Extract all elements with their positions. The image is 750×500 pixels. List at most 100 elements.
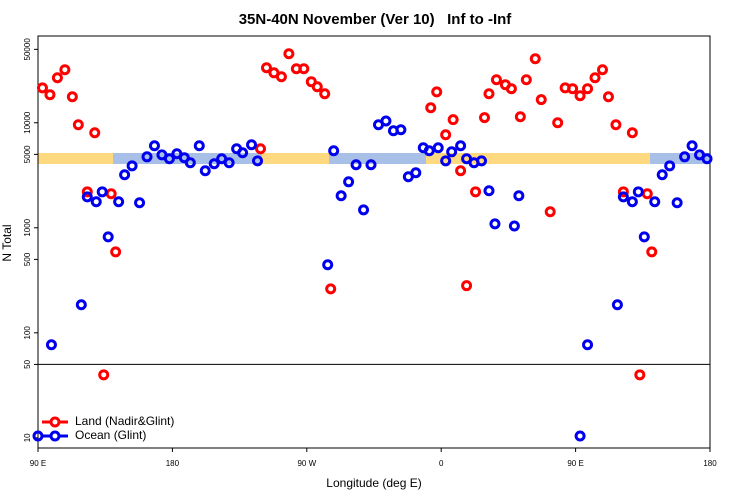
data-point: [350, 159, 362, 171]
data-point: [455, 140, 467, 152]
data-point: [328, 145, 340, 157]
data-point: [311, 81, 323, 93]
data-point: [479, 112, 491, 124]
data-point: [490, 74, 502, 86]
data-point: [81, 186, 93, 198]
data-point: [298, 63, 310, 75]
y-tick-label: 10: [23, 433, 32, 442]
data-point: [649, 196, 661, 208]
x-tick-label: 90 E: [30, 459, 46, 468]
data-point: [701, 153, 713, 165]
data-point: [90, 196, 102, 208]
data-point: [425, 102, 437, 114]
data-point: [319, 88, 331, 100]
data-point: [483, 185, 495, 197]
land-strip: [262, 153, 329, 164]
data-point: [113, 196, 125, 208]
x-tick-label: 0: [439, 459, 444, 468]
data-point: [223, 157, 235, 169]
data-point: [36, 82, 48, 94]
data-point: [66, 91, 78, 103]
data-point: [343, 176, 355, 188]
data-point: [638, 231, 650, 243]
legend-marker: [49, 416, 61, 428]
data-point: [520, 74, 532, 86]
data-point: [617, 191, 629, 203]
y-axis-label: N Total: [0, 224, 14, 261]
x-axis-label: Longitude (deg E): [326, 476, 421, 490]
data-point: [395, 124, 407, 136]
y-tick-label: 500: [23, 252, 32, 266]
y-tick-label: 100: [23, 326, 32, 340]
y-tick-label: 5000: [23, 145, 32, 163]
data-point: [59, 64, 71, 76]
data-point: [529, 53, 541, 65]
data-point: [602, 91, 614, 103]
data-point: [193, 140, 205, 152]
x-tick-label: 90 W: [297, 459, 316, 468]
data-point: [96, 186, 108, 198]
data-point: [582, 339, 594, 351]
data-point: [89, 127, 101, 139]
legend-label: Ocean (Glint): [75, 428, 146, 442]
data-point: [664, 160, 676, 172]
plot-frame: [37, 35, 711, 449]
data-point: [508, 220, 520, 232]
data-point: [119, 169, 131, 181]
data-point: [134, 197, 146, 209]
data-point: [44, 89, 56, 101]
data-point: [255, 143, 267, 155]
data-point: [75, 299, 87, 311]
data-point: [470, 186, 482, 198]
data-point: [246, 139, 258, 151]
data-point: [567, 83, 579, 95]
data-point: [514, 111, 526, 123]
data-point: [440, 129, 452, 141]
data-point: [646, 246, 658, 258]
data-point: [589, 72, 601, 84]
data-point: [208, 158, 220, 170]
land-strip: [38, 153, 113, 164]
data-point: [455, 165, 467, 177]
chart-title: 35N-40N November (Ver 10) Inf to -Inf: [239, 11, 513, 28]
data-point: [432, 142, 444, 154]
data-point: [686, 140, 698, 152]
data-point: [237, 147, 249, 159]
data-point: [358, 204, 370, 216]
data-point: [199, 165, 211, 177]
data-point: [440, 155, 452, 167]
data-point: [380, 115, 392, 127]
data-point: [574, 90, 586, 102]
data-point: [102, 231, 114, 243]
data-point: [574, 430, 586, 442]
ocean-strip: [329, 153, 426, 164]
data-point: [626, 127, 638, 139]
data-point: [552, 117, 564, 129]
data-point: [184, 157, 196, 169]
legend-marker: [49, 430, 61, 442]
x-tick-label: 180: [166, 459, 180, 468]
x-tick-label: 90 E: [567, 459, 583, 468]
data-point: [544, 206, 556, 218]
data-point: [141, 151, 153, 163]
data-point: [632, 186, 644, 198]
data-point: [611, 299, 623, 311]
data-point: [105, 188, 117, 200]
x-tick-label: 180: [703, 459, 717, 468]
data-point: [489, 218, 501, 230]
data-point: [110, 246, 122, 258]
data-point: [476, 155, 488, 167]
data-point: [483, 88, 495, 100]
data-point: [325, 283, 337, 295]
data-point: [126, 160, 138, 172]
data-point: [335, 190, 347, 202]
data-point: [260, 62, 272, 74]
land-strip: [470, 153, 650, 164]
data-point: [252, 155, 264, 167]
data-point: [283, 48, 295, 60]
data-point: [45, 339, 57, 351]
data-point: [446, 146, 458, 158]
data-point: [505, 83, 517, 95]
